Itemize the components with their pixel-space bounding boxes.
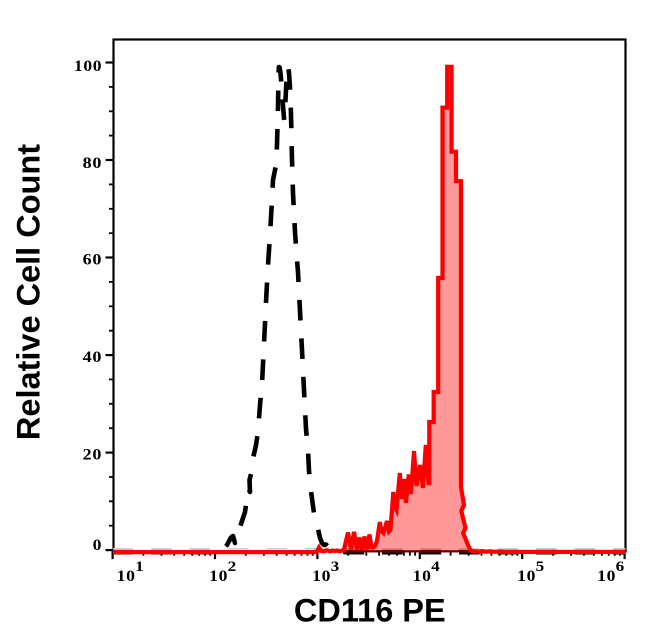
svg-text:2: 2 (228, 559, 237, 575)
svg-text:40: 40 (83, 349, 103, 366)
svg-text:4: 4 (431, 559, 440, 575)
svg-text:60: 60 (83, 252, 103, 269)
svg-text:Relative Cell Count: Relative Cell Count (11, 144, 47, 440)
svg-text:10: 10 (597, 568, 616, 585)
svg-text:80: 80 (83, 155, 103, 172)
svg-text:10: 10 (117, 568, 136, 585)
svg-text:100: 100 (74, 58, 102, 75)
svg-text:CD116 PE: CD116 PE (294, 593, 446, 629)
svg-text:3: 3 (331, 559, 340, 575)
svg-text:5: 5 (536, 559, 545, 575)
svg-text:1: 1 (135, 559, 144, 575)
svg-text:10: 10 (413, 568, 432, 585)
svg-text:10: 10 (517, 568, 536, 585)
svg-text:20: 20 (83, 446, 103, 463)
svg-text:10: 10 (312, 568, 331, 585)
svg-text:10: 10 (209, 568, 228, 585)
svg-text:0: 0 (93, 537, 103, 554)
svg-text:6: 6 (616, 559, 625, 575)
